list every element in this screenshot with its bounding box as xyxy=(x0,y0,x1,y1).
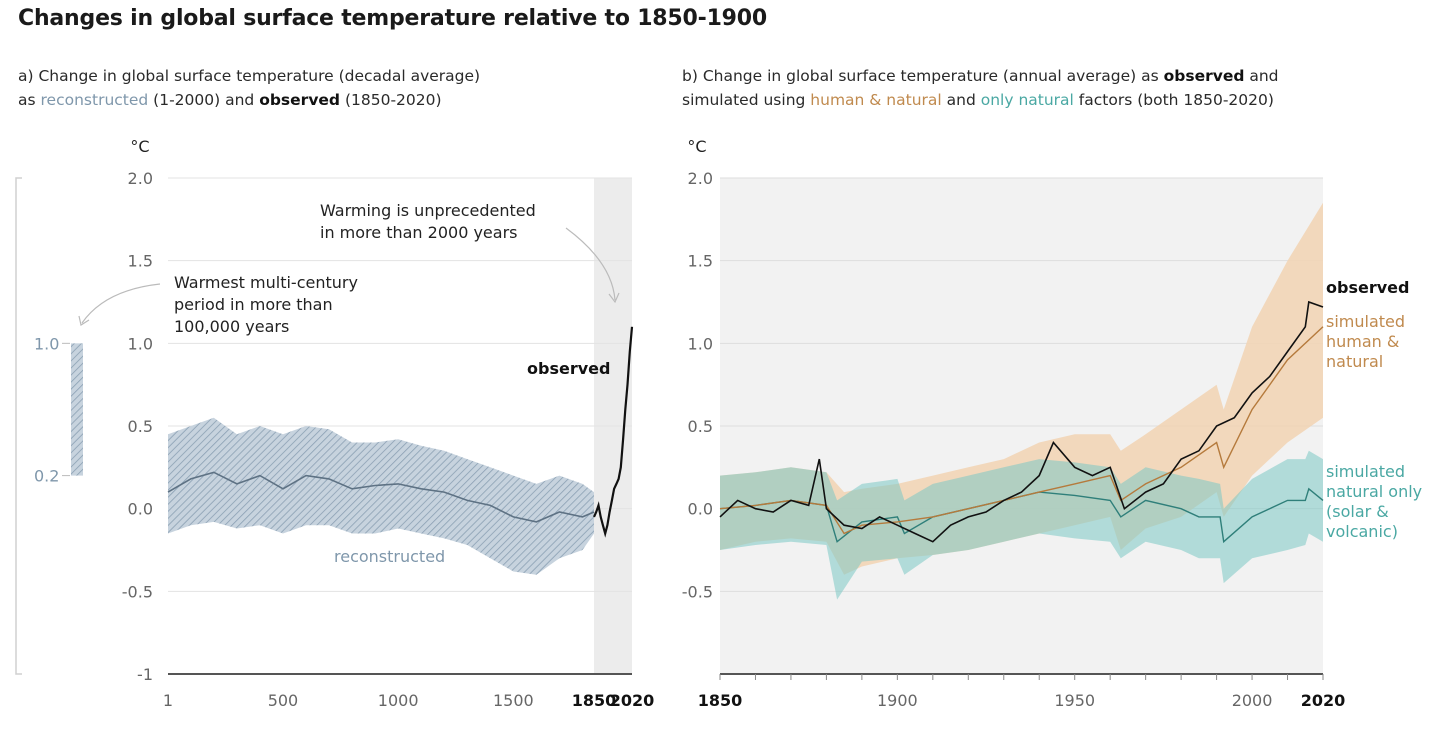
y-tick-label: -0.5 xyxy=(122,582,153,601)
panel-a-sub-obs: observed xyxy=(259,91,341,109)
panel-a-chart: 2.01.51.00.50.0-0.5-1°C1 500 1000 1500 18502… xyxy=(15,137,655,710)
y-tick-label: 1.5 xyxy=(688,252,713,271)
observed-line xyxy=(719,300,1324,543)
y-tick-label: 0.0 xyxy=(688,500,713,519)
natural-label-l3: (solar & xyxy=(1326,502,1389,521)
human-label-l2: human & xyxy=(1326,332,1399,351)
x-tick-label: 500 xyxy=(268,691,299,710)
side-range-bar xyxy=(71,343,83,476)
observed-line xyxy=(592,326,634,538)
panel-a-sub-post: (1850-2020) xyxy=(340,91,442,109)
y-tick-label: 0.0 xyxy=(128,500,153,519)
side-tick-top: 1.0 xyxy=(34,334,59,353)
annotation-arrowhead-warmest xyxy=(78,315,90,326)
panel-a-sub-mid: (1-2000) and xyxy=(148,91,260,109)
panel-b-subtitle-line1: b) Change in global surface temperature … xyxy=(682,64,1279,88)
page-title: Changes in global surface temperature re… xyxy=(18,6,767,31)
reconstructed-band xyxy=(168,417,594,575)
y-tick-label: 1.0 xyxy=(128,334,153,353)
human-label-l3: natural xyxy=(1326,352,1383,371)
natural-label-l2: natural only xyxy=(1326,482,1422,501)
panel-b-subtitle-line2: simulated using human & natural and only… xyxy=(682,88,1279,112)
natural-only-line xyxy=(719,487,1324,544)
y-tick-label: 1.0 xyxy=(688,334,713,353)
x-tick-label-bold: 1850 xyxy=(572,691,617,710)
x-tick-label: 1 xyxy=(163,691,173,710)
annotation-arrow-unprecedented xyxy=(565,227,616,301)
x-tick-label: 1900 xyxy=(877,691,918,710)
panel-b-subtitle: b) Change in global surface temperature … xyxy=(682,64,1279,112)
panel-b-sub-post2: factors (both 1850-2020) xyxy=(1073,91,1274,109)
panel-b-sub-mid: and xyxy=(941,91,981,109)
annotation-warmest-l2: period in more than xyxy=(174,295,333,314)
panel-a-subtitle-line2: as reconstructed (1-2000) and observed (… xyxy=(18,88,480,112)
natural-label-l1: simulated xyxy=(1326,462,1405,481)
panel-a-sub-pre: as xyxy=(18,91,41,109)
y-tick-label: 0.5 xyxy=(128,417,153,436)
natural-label-l4: volcanic) xyxy=(1326,522,1398,541)
observed-label: observed xyxy=(527,359,610,378)
y-tick-label: -0.5 xyxy=(682,582,713,601)
x-tick-label-bold: 2020 xyxy=(1301,691,1346,710)
natural-only-band xyxy=(720,450,1323,600)
annotation-arrowhead-unprecedented xyxy=(608,292,620,304)
y-tick-label: 2.0 xyxy=(688,169,713,188)
y-axis-unit: °C xyxy=(130,137,149,156)
observed-label: observed xyxy=(1326,278,1409,297)
x-tick-label-bold: 1850 xyxy=(698,691,743,710)
x-tick-label: 1950 xyxy=(1054,691,1095,710)
annotation-unprecedented-l2: in more than 2000 years xyxy=(320,223,517,242)
annotation-unprecedented-l1: Warming is unprecedented xyxy=(320,201,536,220)
annotation-warmest-l1: Warmest multi-century xyxy=(174,273,358,292)
panel-b-sub-nat: only natural xyxy=(980,91,1074,109)
annotation-arrow-warmest xyxy=(81,283,161,324)
y-tick-label: 1.5 xyxy=(128,252,153,271)
annotation-warmest-l3: 100,000 years xyxy=(174,317,289,336)
panel-b-sub-obs: observed xyxy=(1163,67,1245,85)
y-tick-label: 2.0 xyxy=(128,169,153,188)
reconstructed-label: reconstructed xyxy=(334,547,445,566)
panel-b-sub-pre2: simulated using xyxy=(682,91,811,109)
panel-b-chart: 2.0 1.5 1.0 0.5 0.0 -0.5 °C 1900 1950 2000 1850 202… xyxy=(682,137,1422,710)
y-tick-label: -1 xyxy=(137,665,153,684)
panel-b-sub-human: human & natural xyxy=(810,91,942,109)
human-label-l1: simulated xyxy=(1326,312,1405,331)
panel-a-subtitle-line1: a) Change in global surface temperature … xyxy=(18,67,481,85)
y-axis-unit: °C xyxy=(687,137,706,156)
x-tick-label-bold: 2020 xyxy=(610,691,655,710)
panel-a-sub-recon: reconstructed xyxy=(40,91,149,109)
x-tick-label: 1000 xyxy=(378,691,419,710)
side-bracket xyxy=(15,177,22,675)
y-tick-label: 0.5 xyxy=(688,417,713,436)
panel-a-subtitle: a) Change in global surface temperature … xyxy=(18,64,480,112)
panel-b-sub-post1: and xyxy=(1244,67,1279,85)
side-tick-bottom: 0.2 xyxy=(34,467,59,486)
reconstructed-line xyxy=(167,471,595,523)
x-tick-label: 1500 xyxy=(493,691,534,710)
panel-b-sub-pre: b) Change in global surface temperature … xyxy=(682,67,1164,85)
x-tick-label: 2000 xyxy=(1232,691,1273,710)
